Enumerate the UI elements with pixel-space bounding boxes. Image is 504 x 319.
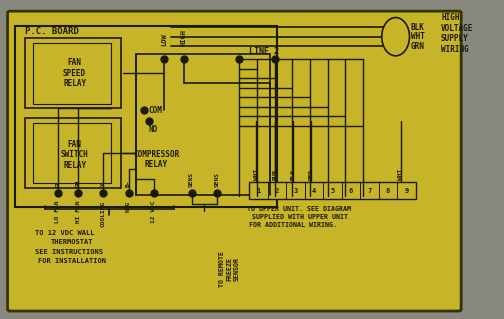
Text: SUPPLIED WITH UPPER UNIT: SUPPLIED WITH UPPER UNIT [252, 214, 348, 220]
FancyBboxPatch shape [8, 11, 461, 311]
Bar [33, 43, 111, 104]
Text: 4: 4 [312, 188, 317, 194]
Text: HIGH: HIGH [181, 29, 187, 46]
Text: HI FAN: HI FAN [76, 201, 81, 224]
Text: 5: 5 [331, 188, 335, 194]
Bar [15, 26, 277, 207]
Text: FAN
SPEED
RELAY: FAN SPEED RELAY [63, 58, 86, 88]
Text: RED: RED [309, 169, 314, 180]
Text: THERMOSTAT: THERMOSTAT [50, 239, 93, 245]
Text: FAN
SWITCH
RELAY: FAN SWITCH RELAY [60, 140, 89, 170]
Text: 12 VDC: 12 VDC [151, 201, 156, 224]
Text: NO: NO [149, 125, 158, 134]
Text: WHT: WHT [398, 169, 403, 180]
Text: COM: COM [149, 106, 163, 115]
Bar [33, 123, 111, 183]
Text: NEG: NEG [126, 201, 131, 212]
Text: LO FAN: LO FAN [55, 201, 60, 224]
Text: 9: 9 [404, 188, 409, 194]
Text: Y: Y [101, 183, 106, 187]
Text: COMPRESSOR
RELAY: COMPRESSOR RELAY [133, 150, 179, 169]
Bar [25, 118, 121, 188]
Text: P.C. BOARD: P.C. BOARD [25, 27, 79, 36]
Bar [25, 38, 121, 108]
Text: PUR: PUR [272, 169, 277, 180]
Text: LOW: LOW [161, 33, 167, 46]
Text: B-: B- [126, 179, 131, 187]
Text: FOR ADDITIONAL WIRING.: FOR ADDITIONAL WIRING. [249, 222, 338, 228]
Text: GL: GL [55, 179, 60, 187]
Text: LINE 2: LINE 2 [249, 47, 280, 56]
Text: GH: GH [76, 179, 81, 187]
Text: FOR INSTALLATION: FOR INSTALLATION [38, 258, 106, 264]
Text: BLK: BLK [411, 23, 425, 32]
Text: SENS: SENS [214, 172, 219, 187]
Text: 3: 3 [293, 188, 298, 194]
Text: 8: 8 [386, 188, 390, 194]
Text: 1: 1 [257, 188, 261, 194]
Text: TO 12 VDC WALL: TO 12 VDC WALL [35, 230, 95, 236]
Text: COOLING: COOLING [101, 201, 106, 227]
Text: 6: 6 [349, 188, 353, 194]
Text: 7: 7 [367, 188, 372, 194]
Text: WHT: WHT [254, 169, 259, 180]
Text: BLK: BLK [291, 169, 296, 180]
Text: 2: 2 [275, 188, 279, 194]
Text: SEE INSTRUCTIONS: SEE INSTRUCTIONS [35, 249, 103, 255]
Text: GRN: GRN [411, 42, 425, 51]
Text: HIGH
VOLTAGE
SUPPLY
WIRING: HIGH VOLTAGE SUPPLY WIRING [441, 13, 473, 54]
Bar [249, 182, 416, 199]
Text: TO UPPER UNIT. SEE DIAGRAM: TO UPPER UNIT. SEE DIAGRAM [247, 206, 351, 212]
Bar [136, 54, 270, 195]
Text: TO REMOTE
FREEZE
SENSOR: TO REMOTE FREEZE SENSOR [219, 251, 239, 287]
Text: SENS: SENS [189, 172, 194, 187]
Text: WHT: WHT [411, 32, 425, 41]
Ellipse shape [382, 18, 410, 56]
